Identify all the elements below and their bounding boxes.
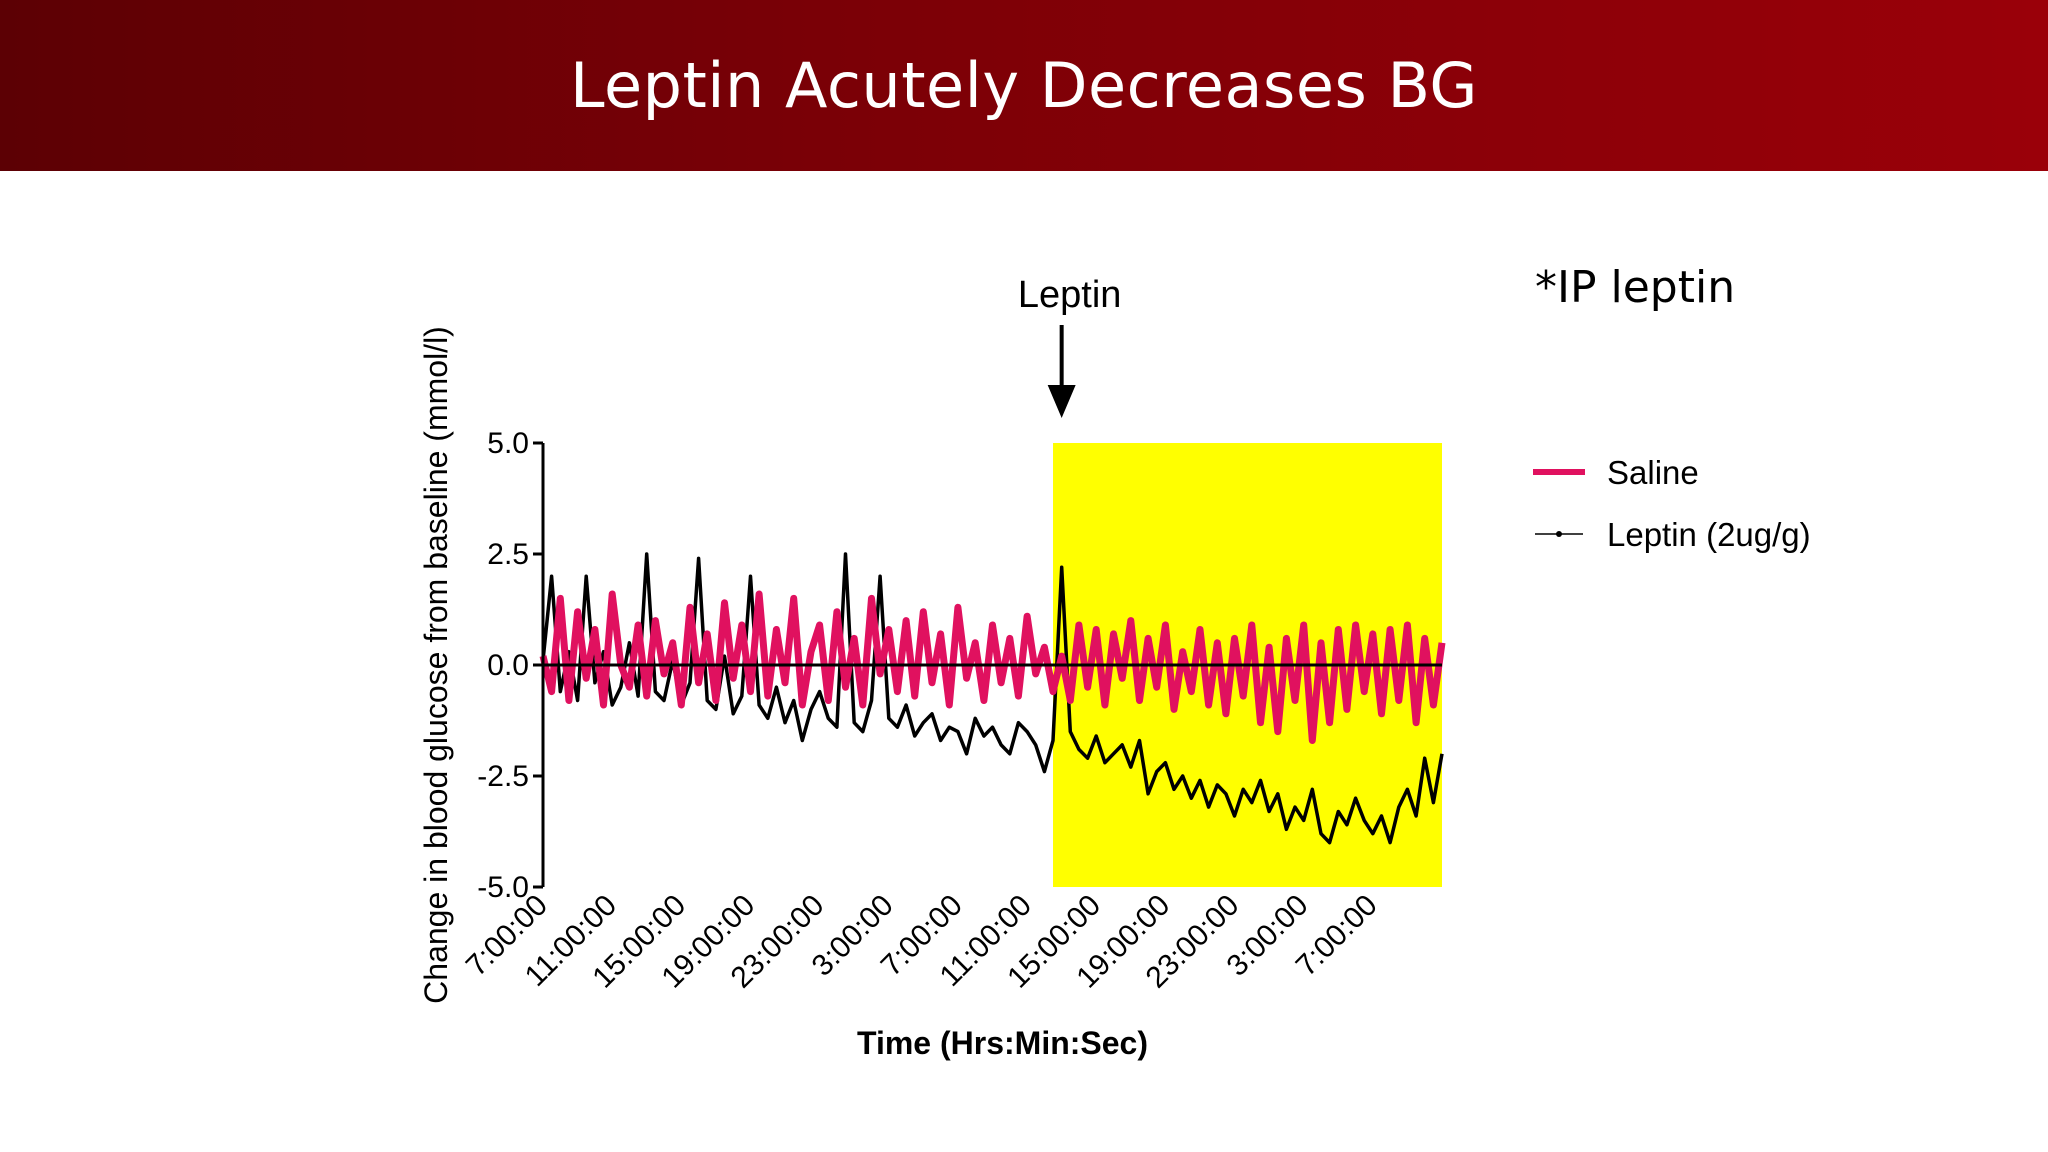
leptin-annotation-label: Leptin xyxy=(1018,274,1122,316)
y-axis-title: Change in blood glucose from baseline (m… xyxy=(418,326,454,1004)
y-tick-label: -2.5 xyxy=(477,760,529,793)
legend-saline-label: Saline xyxy=(1607,454,1699,491)
y-tick-label: -5.0 xyxy=(477,871,529,904)
legend-leptin-marker xyxy=(1556,531,1562,537)
title-bar xyxy=(0,0,2048,171)
x-axis-title: Time (Hrs:Min:Sec) xyxy=(857,1025,1148,1061)
y-tick-label: 2.5 xyxy=(487,538,529,571)
slide-title: Leptin Acutely Decreases BG xyxy=(570,49,1478,122)
legend-leptin-label: Leptin (2ug/g) xyxy=(1607,516,1811,553)
legend: Saline Leptin (2ug/g) xyxy=(1533,454,1811,553)
y-tick-label: 0.0 xyxy=(487,649,529,682)
leptin-arrowhead-icon xyxy=(1047,385,1076,418)
y-tick-label: 5.0 xyxy=(487,427,529,460)
saline-series-line xyxy=(539,590,1446,744)
ip-leptin-note: *IP leptin xyxy=(1535,262,1736,313)
